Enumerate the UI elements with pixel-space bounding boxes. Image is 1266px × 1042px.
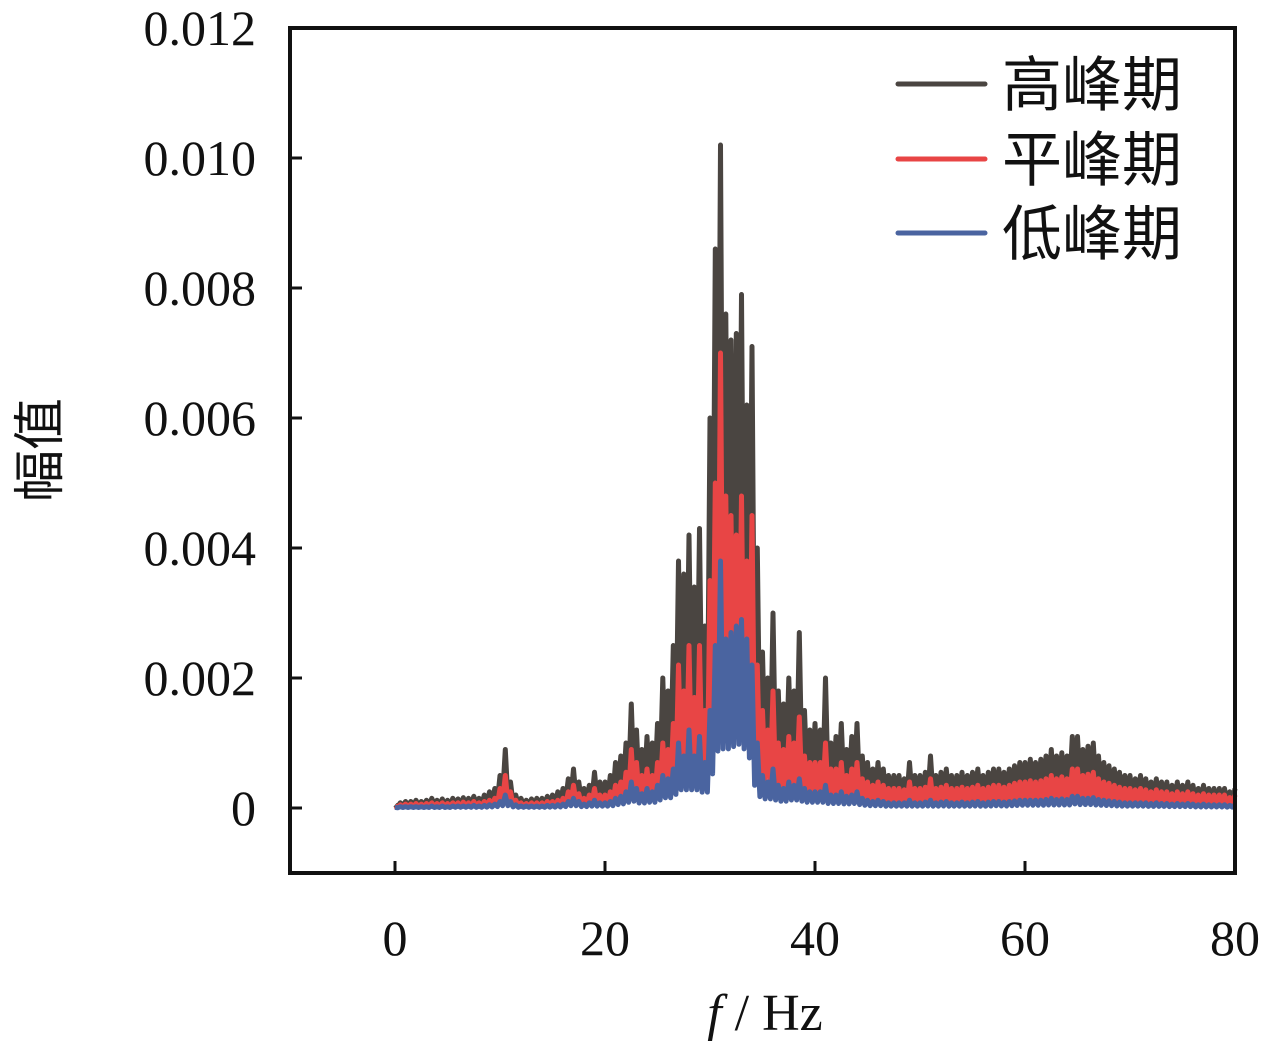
- x-tick-label: 80: [1210, 910, 1260, 966]
- ticks-layer: 0 20 40 60 80 0 0.002 0.004 0.006 0.008 0.010 0.012: [144, 0, 1261, 966]
- y-axis-label: 幅值: [13, 398, 70, 502]
- x-tick-label: 40: [790, 910, 840, 966]
- x-tick-label: 20: [580, 910, 630, 966]
- y-tick-label: 0.002: [144, 650, 257, 706]
- y-tick-label: 0.012: [144, 0, 257, 56]
- y-tick-label: 0.004: [144, 520, 257, 576]
- plot-frame: [288, 26, 1237, 875]
- y-tick-label: 0: [231, 780, 256, 836]
- series-line-2: [394, 558, 1237, 811]
- legend-label-low-peak: 低峰期: [1002, 202, 1182, 268]
- y-tick-label: 0.010: [144, 130, 257, 186]
- legend: 高峰期 平峰期 低峰期: [895, 53, 1182, 268]
- legend-label-high-peak: 高峰期: [1002, 53, 1182, 119]
- y-tick-label: 0.006: [144, 390, 257, 446]
- series-layer: [393, 142, 1238, 811]
- x-tick-label: 0: [383, 910, 408, 966]
- x-tick-label: 60: [1000, 910, 1050, 966]
- x-axis-label: f / Hz: [707, 985, 823, 1042]
- x-axis-label-unit: / Hz: [722, 985, 823, 1042]
- y-tick-label: 0.008: [144, 260, 257, 316]
- legend-label-normal-peak: 平峰期: [1002, 128, 1182, 194]
